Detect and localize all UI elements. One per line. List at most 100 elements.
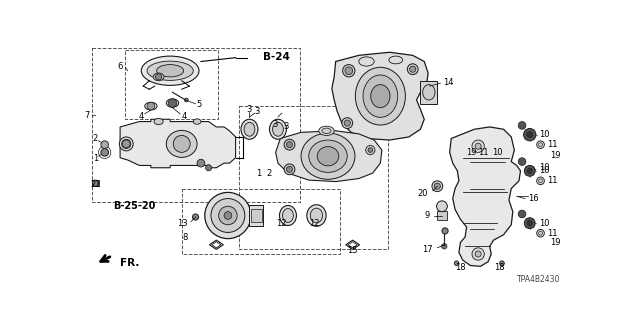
Circle shape — [518, 210, 526, 218]
Ellipse shape — [283, 209, 293, 222]
Text: 1: 1 — [93, 154, 98, 163]
Circle shape — [527, 168, 532, 173]
Ellipse shape — [157, 65, 184, 77]
Circle shape — [205, 165, 212, 171]
Ellipse shape — [154, 118, 163, 124]
Circle shape — [432, 181, 443, 192]
Text: 3: 3 — [273, 120, 278, 129]
Circle shape — [442, 228, 448, 234]
Text: 3: 3 — [247, 105, 252, 114]
Ellipse shape — [422, 84, 435, 100]
Circle shape — [168, 99, 177, 107]
Circle shape — [365, 145, 375, 155]
Text: 8: 8 — [182, 233, 188, 242]
Circle shape — [147, 102, 155, 110]
Bar — [125, 50, 218, 119]
Ellipse shape — [310, 208, 323, 223]
Circle shape — [407, 64, 418, 75]
Text: 11: 11 — [547, 176, 557, 185]
Ellipse shape — [280, 205, 296, 226]
Ellipse shape — [122, 139, 131, 148]
Circle shape — [344, 120, 350, 126]
Circle shape — [527, 132, 533, 138]
Ellipse shape — [371, 84, 390, 108]
Bar — [436, 211, 447, 220]
Ellipse shape — [319, 126, 334, 135]
Circle shape — [524, 165, 535, 176]
Text: 3: 3 — [255, 107, 260, 116]
Circle shape — [475, 251, 481, 257]
Circle shape — [101, 141, 109, 148]
Circle shape — [342, 65, 355, 77]
Ellipse shape — [141, 56, 199, 85]
Circle shape — [184, 98, 188, 102]
Circle shape — [287, 141, 292, 148]
Circle shape — [92, 180, 99, 186]
Bar — [420, 81, 437, 104]
Ellipse shape — [166, 99, 179, 107]
Text: 2: 2 — [266, 169, 271, 178]
Ellipse shape — [153, 73, 164, 81]
Circle shape — [475, 143, 481, 149]
Ellipse shape — [307, 205, 326, 226]
Circle shape — [524, 218, 535, 228]
Text: 18: 18 — [493, 263, 504, 272]
Circle shape — [410, 66, 416, 72]
Polygon shape — [450, 127, 520, 266]
Bar — [182, 188, 340, 254]
Ellipse shape — [301, 133, 355, 179]
Text: 21: 21 — [90, 180, 100, 189]
Text: 15: 15 — [348, 246, 358, 255]
Circle shape — [284, 139, 295, 150]
Bar — [251, 209, 262, 222]
Circle shape — [211, 198, 245, 232]
Text: 12: 12 — [276, 219, 287, 228]
Text: 12: 12 — [309, 219, 319, 228]
Ellipse shape — [241, 119, 258, 139]
Circle shape — [537, 229, 545, 237]
Circle shape — [518, 158, 526, 165]
Text: B-25-20: B-25-20 — [113, 201, 155, 211]
Circle shape — [101, 148, 109, 156]
Text: 10: 10 — [539, 219, 550, 228]
Text: 7: 7 — [84, 111, 90, 120]
Circle shape — [219, 206, 237, 225]
Circle shape — [537, 177, 545, 185]
Polygon shape — [332, 52, 428, 140]
Ellipse shape — [389, 56, 403, 64]
Circle shape — [205, 192, 251, 239]
Text: 16: 16 — [528, 194, 539, 203]
Text: 10: 10 — [539, 166, 550, 175]
Ellipse shape — [355, 67, 405, 125]
Circle shape — [472, 248, 484, 260]
Text: FR.: FR. — [120, 258, 140, 268]
Ellipse shape — [145, 102, 157, 110]
Ellipse shape — [363, 75, 397, 117]
Circle shape — [342, 118, 353, 129]
Circle shape — [197, 159, 205, 167]
Ellipse shape — [193, 119, 201, 124]
Text: 14: 14 — [444, 78, 454, 87]
Text: 18: 18 — [455, 263, 466, 272]
Bar — [239, 106, 388, 249]
Ellipse shape — [244, 122, 255, 136]
Ellipse shape — [166, 131, 197, 157]
Circle shape — [472, 140, 484, 152]
Bar — [92, 180, 99, 186]
Circle shape — [284, 164, 295, 175]
Ellipse shape — [308, 140, 348, 172]
Circle shape — [122, 140, 130, 148]
Ellipse shape — [147, 61, 193, 80]
Circle shape — [442, 244, 447, 249]
Polygon shape — [276, 131, 382, 182]
Text: 11: 11 — [547, 140, 557, 149]
Text: 4: 4 — [139, 112, 144, 121]
Circle shape — [518, 122, 526, 129]
Ellipse shape — [173, 135, 190, 152]
Text: 10: 10 — [492, 148, 502, 157]
Circle shape — [500, 261, 504, 266]
Ellipse shape — [119, 137, 133, 151]
Ellipse shape — [273, 122, 284, 136]
Bar — [250, 205, 263, 226]
Circle shape — [224, 212, 232, 219]
